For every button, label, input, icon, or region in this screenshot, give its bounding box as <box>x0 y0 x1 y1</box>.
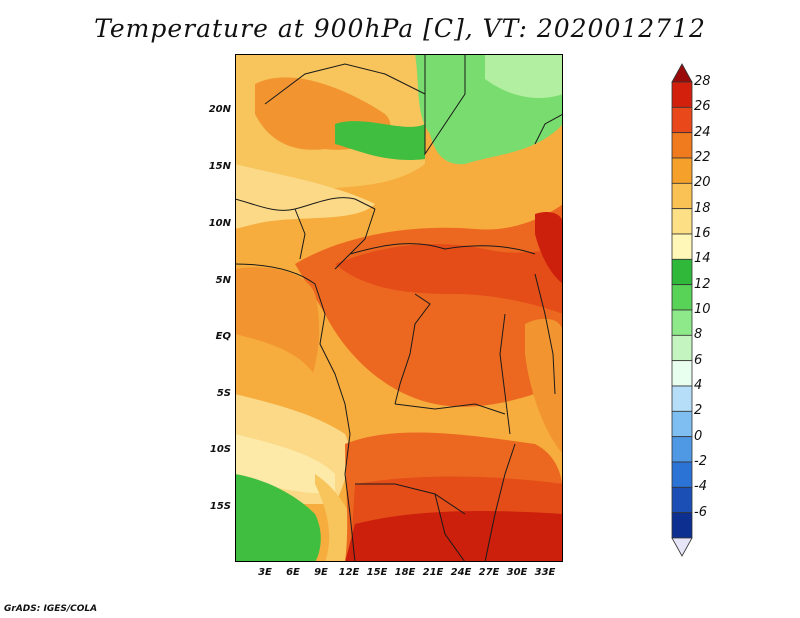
colorbar-swatch <box>671 385 693 412</box>
x-tick-label: 15E <box>366 567 388 578</box>
x-tick-label: 18E <box>394 567 416 578</box>
y-tick-label: 15N <box>208 161 231 172</box>
y-tick-label: 10S <box>209 444 231 455</box>
colorbar-label: 8 <box>694 327 703 343</box>
y-tick-label: 10N <box>208 218 231 229</box>
y-tick-label: 20N <box>208 104 231 115</box>
colorbar-label: 22 <box>694 150 711 165</box>
x-tick-label: 3E <box>258 567 272 578</box>
colorbar-swatch <box>671 360 693 387</box>
colorbar <box>671 63 693 557</box>
x-tick-label: 33E <box>534 567 556 578</box>
colorbar-label: 18 <box>694 200 711 216</box>
colorbar-label: -2 <box>694 454 707 469</box>
y-tick-label: 5S <box>216 388 231 399</box>
colorbar-swatch <box>671 208 693 235</box>
colorbar-swatch <box>671 436 693 463</box>
colorbar-label: -6 <box>694 504 707 520</box>
colorbar-label: 4 <box>694 378 703 393</box>
colorbar-label: 2 <box>694 403 703 419</box>
x-tick-label: 24E <box>450 567 472 578</box>
colorbar-swatch <box>671 233 693 260</box>
colorbar-swatch <box>671 309 693 336</box>
colorbar-label: 0 <box>694 428 703 444</box>
colorbar-label: 20 <box>694 175 711 191</box>
x-tick-label: 6E <box>286 567 300 578</box>
credit-text: GrADS: IGES/COLA <box>4 604 98 614</box>
colorbar-swatch <box>671 334 693 362</box>
colorbar-label: 16 <box>694 226 711 241</box>
colorbar-swatch <box>671 486 693 514</box>
colorbar-label: 26 <box>694 99 711 115</box>
colorbar-label: 28 <box>694 74 711 89</box>
colorbar-swatch <box>671 258 693 286</box>
colorbar-swatch <box>671 106 693 134</box>
colorbar-swatch <box>671 461 693 488</box>
colorbar-label: 12 <box>694 276 711 292</box>
colorbar-label: 6 <box>694 352 703 368</box>
colorbar-label: 14 <box>694 251 711 267</box>
colorbar-swatch <box>671 157 693 184</box>
temperature-map <box>235 54 563 562</box>
x-tick-label: 12E <box>338 567 360 578</box>
colorbar-label: 24 <box>694 124 711 140</box>
x-tick-label: 27E <box>478 567 500 578</box>
x-tick-label: 30E <box>506 567 528 578</box>
colorbar-label: -4 <box>694 479 707 495</box>
y-tick-label: EQ <box>215 331 231 342</box>
x-tick-label: 9E <box>314 567 328 578</box>
y-tick-label: 15S <box>209 501 231 512</box>
temperature-field <box>235 54 563 562</box>
x-tick-label: 21E <box>422 567 444 578</box>
colorbar-label: 10 <box>694 302 711 317</box>
colorbar-swatch <box>671 410 693 438</box>
colorbar-swatch <box>671 512 693 539</box>
colorbar-bottom-arrow <box>671 537 693 557</box>
chart-title: Temperature at 900hPa [C], VT: 202001271… <box>94 14 706 43</box>
colorbar-swatch <box>671 81 693 108</box>
colorbar-swatch <box>671 132 693 159</box>
colorbar-swatch <box>671 182 693 210</box>
y-tick-label: 5N <box>215 275 231 286</box>
colorbar-top-arrow <box>671 63 693 83</box>
colorbar-swatch <box>671 284 693 311</box>
